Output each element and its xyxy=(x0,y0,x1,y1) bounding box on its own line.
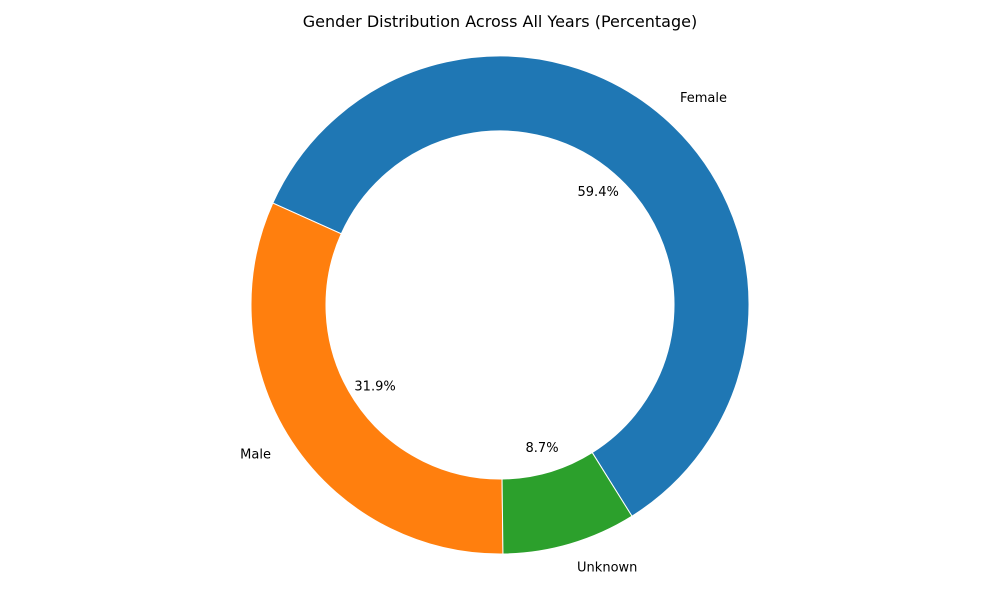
donut-slices xyxy=(250,55,750,555)
value-label-female: 59.4% xyxy=(578,185,619,200)
value-label-unknown: 8.7% xyxy=(526,441,559,456)
donut-labels: Female 59.4% Male 31.9% Unknown 8.7% xyxy=(240,91,727,575)
value-label-male: 31.9% xyxy=(354,379,395,394)
chart-title: Gender Distribution Across All Years (Pe… xyxy=(302,12,698,31)
slice-unknown xyxy=(501,451,633,555)
slice-label-male: Male xyxy=(240,448,271,463)
slice-label-female: Female xyxy=(680,91,727,106)
slice-female xyxy=(272,55,750,517)
slice-label-unknown: Unknown xyxy=(577,560,637,575)
slice-male xyxy=(250,202,504,555)
